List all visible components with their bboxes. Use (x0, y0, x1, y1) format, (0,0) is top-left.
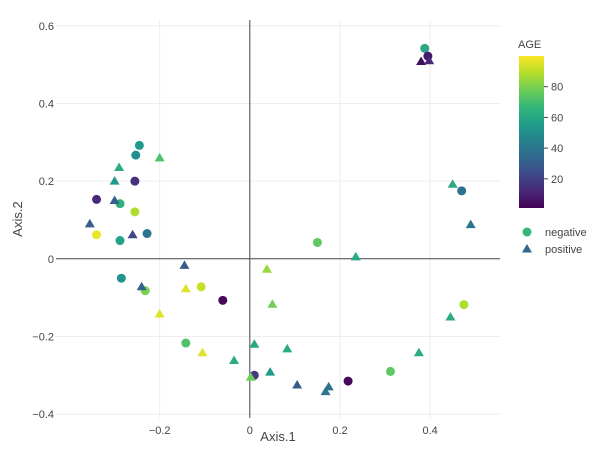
positive-point (154, 152, 165, 162)
y-axis-ticks: −0.4 −0.2 0 0.2 0.4 0.6 (32, 21, 54, 421)
y-tick-label: 0.4 (39, 98, 54, 110)
positive-point (197, 347, 208, 357)
x-tick-label: 0.4 (422, 425, 437, 437)
positive-point (229, 355, 240, 365)
positive-point (136, 281, 147, 291)
negative-point (459, 300, 469, 310)
colorbar-tick-label: 40 (551, 143, 563, 155)
positive-point (350, 251, 361, 261)
y-tick-label: 0.6 (39, 21, 54, 33)
negative-point (457, 186, 467, 196)
y-tick-label: 0 (48, 254, 54, 266)
negative-point (385, 366, 395, 376)
negative-point (92, 194, 102, 204)
negative-point (115, 236, 125, 246)
negative-point (196, 282, 206, 292)
negative-point (343, 376, 353, 386)
positive-point (416, 56, 427, 66)
positive-point (109, 176, 120, 185)
x-tick-label: −0.2 (149, 425, 171, 437)
positive-point (413, 347, 424, 357)
negative-legend-marker (522, 227, 532, 237)
color-scale-legend: AGE 20 40 60 80 (518, 39, 563, 208)
positive-point (245, 372, 256, 381)
grid-lines (56, 20, 500, 418)
negative-point (116, 273, 126, 283)
positive-point (447, 179, 458, 188)
y-axis-title: Axis.2 (10, 201, 25, 236)
negative-point (92, 230, 102, 240)
colorbar-tick-label: 20 (551, 174, 563, 186)
negative-point (142, 229, 152, 239)
positive-point (445, 312, 456, 321)
x-tick-label: 0.2 (332, 425, 347, 437)
positive-point (465, 219, 476, 229)
positive-point (261, 264, 272, 273)
positive-point (320, 386, 331, 396)
positive-point (179, 260, 190, 269)
negative-point (181, 338, 191, 348)
negative-legend-label: negative (545, 227, 587, 239)
x-axis-title: Axis.1 (260, 429, 295, 444)
x-axis-ticks: −0.2 0 0.2 0.4 (149, 425, 438, 437)
negative-point (131, 150, 141, 160)
colorbar-tick-label: 80 (551, 82, 563, 94)
negative-point (130, 176, 140, 186)
y-tick-label: −0.4 (32, 409, 54, 421)
positive-legend-marker (522, 244, 532, 253)
positive-point (109, 195, 120, 205)
colorbar-gradient (519, 56, 544, 208)
negative-point (420, 43, 430, 53)
colorbar-title: AGE (518, 39, 541, 51)
negative-point (218, 295, 228, 305)
positive-point (180, 283, 191, 293)
y-tick-label: −0.2 (32, 331, 54, 343)
positive-point (265, 367, 276, 376)
series-legend: negative positive (522, 227, 587, 256)
colorbar-tick-label: 60 (551, 112, 563, 124)
zero-lines (56, 20, 500, 418)
negative-point (134, 140, 144, 150)
positive-point (267, 299, 278, 308)
positive-point (424, 55, 435, 65)
negative-point (312, 237, 322, 247)
positive-point (84, 218, 95, 228)
data-points (84, 43, 476, 396)
positive-point (292, 379, 303, 389)
positive-point (127, 229, 138, 239)
positive-point (154, 308, 165, 318)
positive-legend-label: positive (545, 244, 582, 256)
negative-point (130, 207, 140, 217)
y-tick-label: 0.2 (39, 176, 54, 188)
positive-point (114, 162, 125, 172)
positive-point (282, 343, 293, 353)
positive-point (249, 339, 260, 348)
x-tick-label: 0 (247, 425, 253, 437)
colorbar-ticks: 20 40 60 80 (544, 82, 563, 186)
